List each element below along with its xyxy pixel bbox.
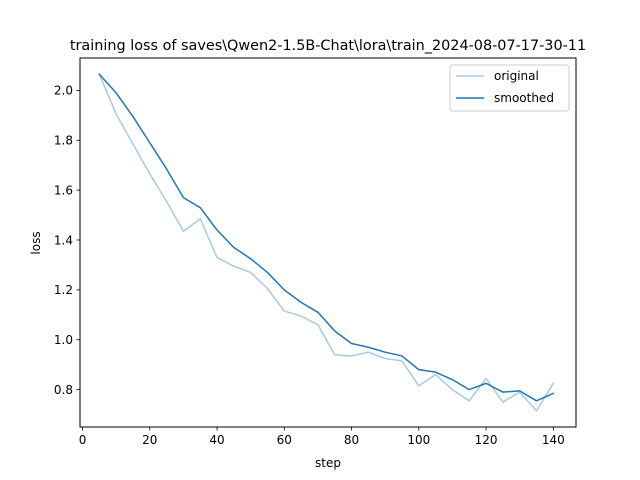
y-axis-label: loss xyxy=(29,231,43,254)
data-point-smoothed xyxy=(316,311,319,314)
data-point-original xyxy=(199,217,202,220)
data-point-original xyxy=(384,357,387,360)
data-point-original xyxy=(182,230,185,233)
data-point-smoothed xyxy=(552,392,555,395)
data-point-original xyxy=(249,271,252,274)
y-tick-label: 1.6 xyxy=(54,183,73,197)
x-tick-label: 80 xyxy=(344,433,359,447)
data-point-smoothed xyxy=(501,391,504,394)
x-tick-label: 100 xyxy=(407,433,430,447)
y-axis-ticks: 0.8 1.0 1.2 1.4 1.6 1.8 2.0 xyxy=(54,84,80,397)
plot-frame xyxy=(79,57,577,428)
data-point-smoothed xyxy=(400,354,403,357)
data-point-original xyxy=(400,359,403,362)
data-point-smoothed xyxy=(165,167,168,170)
data-point-smoothed xyxy=(266,271,269,274)
data-point-smoothed xyxy=(535,399,538,402)
x-tick-label: 0 xyxy=(79,433,87,447)
data-point-smoothed xyxy=(350,342,353,345)
data-point-smoothed xyxy=(115,91,118,94)
data-point-smoothed xyxy=(199,206,202,209)
plot-area xyxy=(80,58,576,427)
data-point-original xyxy=(535,409,538,412)
data-point-smoothed xyxy=(367,346,370,349)
data-point-smoothed xyxy=(232,246,235,249)
data-point-original xyxy=(367,351,370,354)
x-tick-label: 20 xyxy=(142,433,157,447)
data-point-smoothed xyxy=(216,229,219,232)
y-tick-label: 2.0 xyxy=(54,84,73,98)
y-tick-label: 1.4 xyxy=(54,233,73,247)
data-point-smoothed xyxy=(148,141,151,144)
x-tick-label: 120 xyxy=(475,433,498,447)
data-point-smoothed xyxy=(98,73,101,76)
data-point-original xyxy=(216,256,219,259)
series-line-original xyxy=(98,73,555,412)
data-point-original xyxy=(468,399,471,402)
data-point-original xyxy=(148,172,151,175)
data-point-smoothed xyxy=(434,371,437,374)
data-point-smoothed xyxy=(518,389,521,392)
data-point-original xyxy=(501,401,504,404)
data-point-original xyxy=(266,287,269,290)
data-point-smoothed xyxy=(131,115,134,118)
data-point-smoothed xyxy=(451,378,454,381)
data-point-original xyxy=(316,323,319,326)
data-point-original xyxy=(165,200,168,203)
y-tick-label: 1.8 xyxy=(54,134,73,148)
data-point-smoothed xyxy=(384,351,387,354)
x-tick-label: 60 xyxy=(277,433,292,447)
data-point-smoothed xyxy=(300,301,303,304)
y-tick-label: 1.2 xyxy=(54,283,73,297)
data-point-original xyxy=(451,388,454,391)
chart-title: training loss of saves\Qwen2-1.5B-Chat\l… xyxy=(70,38,586,54)
data-point-smoothed xyxy=(333,330,336,333)
data-point-original xyxy=(115,113,118,116)
data-point-original xyxy=(333,353,336,356)
data-point-original xyxy=(350,354,353,357)
data-point-smoothed xyxy=(182,196,185,199)
legend: original smoothed xyxy=(449,64,570,112)
y-tick-label: 1.0 xyxy=(54,333,73,347)
x-axis-label: step xyxy=(315,456,341,470)
x-tick-label: 40 xyxy=(209,433,224,447)
data-point-original xyxy=(417,384,420,387)
data-point-smoothed xyxy=(417,368,420,371)
legend-label-smoothed: smoothed xyxy=(494,91,554,105)
data-point-smoothed xyxy=(249,257,252,260)
series-layer xyxy=(98,73,555,412)
series-line-smoothed xyxy=(98,73,555,402)
x-tick-label: 140 xyxy=(542,433,565,447)
data-point-original xyxy=(485,377,488,380)
data-point-smoothed xyxy=(468,388,471,391)
data-point-smoothed xyxy=(283,288,286,291)
data-point-original xyxy=(232,265,235,268)
legend-label-original: original xyxy=(494,69,539,83)
y-tick-label: 0.8 xyxy=(54,383,73,397)
data-point-smoothed xyxy=(485,382,488,385)
data-point-original xyxy=(283,310,286,313)
x-axis-ticks: 0 20 40 60 80 100 120 140 xyxy=(79,427,565,447)
data-point-original xyxy=(300,315,303,318)
data-point-original xyxy=(552,382,555,385)
data-point-original xyxy=(131,143,134,146)
